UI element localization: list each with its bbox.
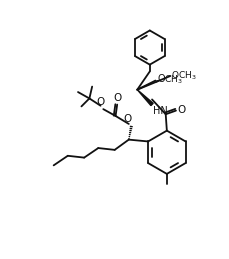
Text: O: O xyxy=(114,92,122,103)
Text: HN: HN xyxy=(153,106,168,116)
Polygon shape xyxy=(137,90,153,106)
Text: O: O xyxy=(123,114,131,124)
Text: CH$_3$: CH$_3$ xyxy=(164,73,183,86)
Text: O: O xyxy=(157,74,165,84)
Text: O: O xyxy=(177,105,186,115)
Text: O: O xyxy=(96,97,104,107)
Text: OCH$_3$: OCH$_3$ xyxy=(171,70,197,82)
